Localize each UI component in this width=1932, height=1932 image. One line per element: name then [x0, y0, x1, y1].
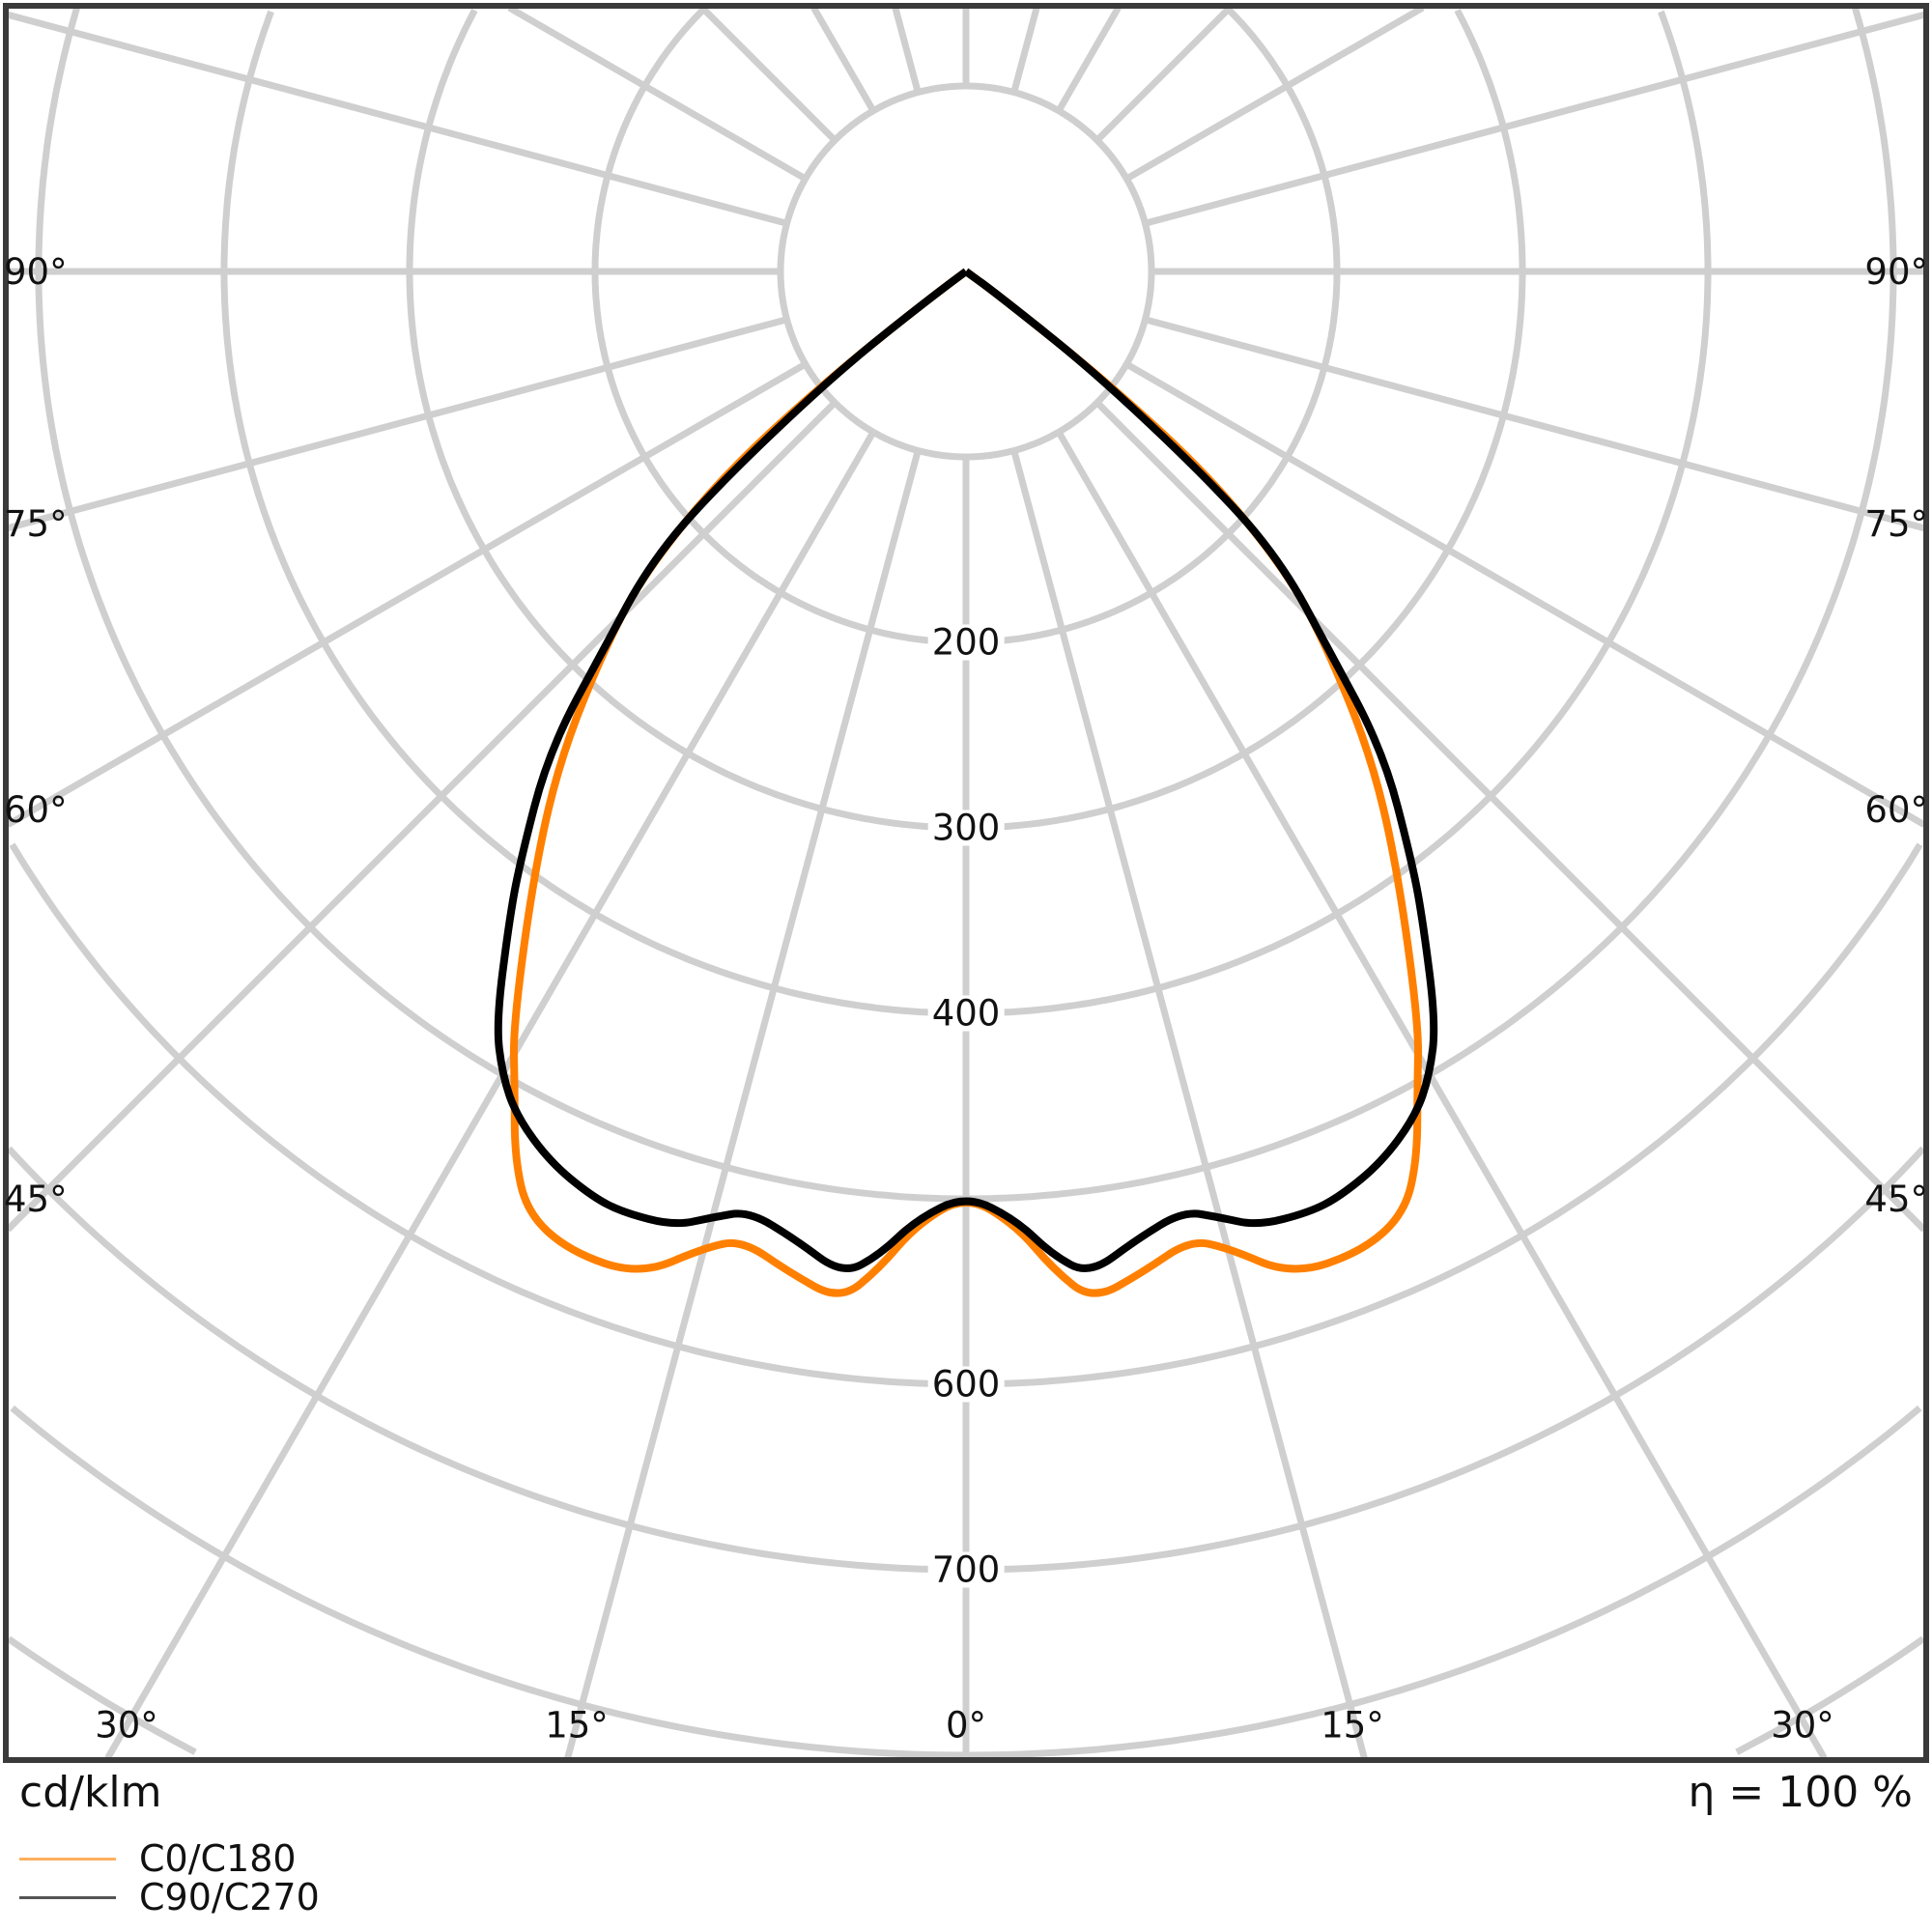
grid-spoke: [104, 430, 877, 1758]
radial-tick-label: 700: [927, 1551, 1005, 1588]
grid-spoke: [1094, 8, 1233, 143]
polar-diagram: [3, 3, 1929, 1763]
intensity-curves: [494, 268, 1438, 1297]
legend-swatch-orange: [19, 1857, 116, 1861]
grid-spoke: [892, 8, 922, 94]
angle-label-left: 60°: [4, 789, 68, 831]
grid-spoke: [810, 8, 877, 113]
grid-spoke: [1124, 8, 1425, 183]
angle-label-left: 90°: [4, 251, 68, 293]
grid-spoke: [699, 8, 838, 143]
grid-spoke: [8, 11, 788, 227]
series-line-c90-c270: [494, 268, 1438, 1272]
unit-label: cd/klm: [19, 1768, 162, 1817]
grid-spoke: [564, 449, 922, 1758]
plot-frame: [3, 3, 1929, 1763]
legend-item-c90-c270: C90/C270: [19, 1879, 320, 1916]
polar-grid: [8, 8, 1924, 1758]
grid-spoke: [1055, 430, 1828, 1758]
legend-swatch-black: [19, 1895, 116, 1899]
angle-label-bottom: 30°: [1771, 1704, 1834, 1747]
angle-label-right: 75°: [1864, 503, 1928, 545]
angle-label-bottom: 0°: [945, 1704, 987, 1747]
grid-spoke: [8, 360, 808, 828]
legend-label: C90/C270: [139, 1876, 320, 1918]
grid-ring: [9, 842, 1923, 1388]
grid-spoke: [1094, 400, 1924, 1233]
legend-item-c0-c180: C0/C180: [19, 1840, 297, 1877]
grid-spoke: [8, 400, 838, 1233]
grid-ring: [8, 1146, 1924, 1574]
angle-label-right: 90°: [1864, 251, 1928, 293]
angle-label-right: 60°: [1864, 789, 1928, 831]
grid-spoke: [8, 316, 788, 532]
grid-spoke: [1010, 449, 1368, 1758]
angle-label-right: 45°: [1864, 1179, 1928, 1220]
grid-ring: [10, 1405, 1922, 1758]
radial-tick-label: 400: [927, 995, 1005, 1032]
grid-spoke: [1124, 360, 1924, 828]
grid-ring: [8, 1635, 1924, 1755]
legend-label: C0/C180: [139, 1837, 297, 1880]
grid-ring: [406, 8, 1526, 832]
radial-tick-label: 300: [927, 810, 1005, 846]
angle-label-left: 75°: [4, 503, 68, 545]
grid-ring: [591, 8, 1341, 646]
angle-label-left: 45°: [4, 1179, 68, 1220]
angle-label-bottom: 15°: [545, 1704, 609, 1747]
grid-spoke: [507, 8, 808, 183]
angle-label-bottom: 30°: [95, 1704, 158, 1747]
grid-ring: [35, 8, 1897, 1203]
angle-label-bottom: 15°: [1321, 1704, 1384, 1747]
grid-spoke: [1144, 316, 1924, 532]
radial-tick-label: 200: [927, 624, 1005, 661]
grid-spoke: [1144, 11, 1924, 227]
radial-tick-label: 600: [927, 1366, 1005, 1403]
grid-spoke: [1010, 8, 1040, 94]
grid-ring: [220, 10, 1712, 1017]
grid-spoke: [1055, 8, 1122, 113]
efficiency-label: η = 100 %: [1688, 1768, 1913, 1817]
